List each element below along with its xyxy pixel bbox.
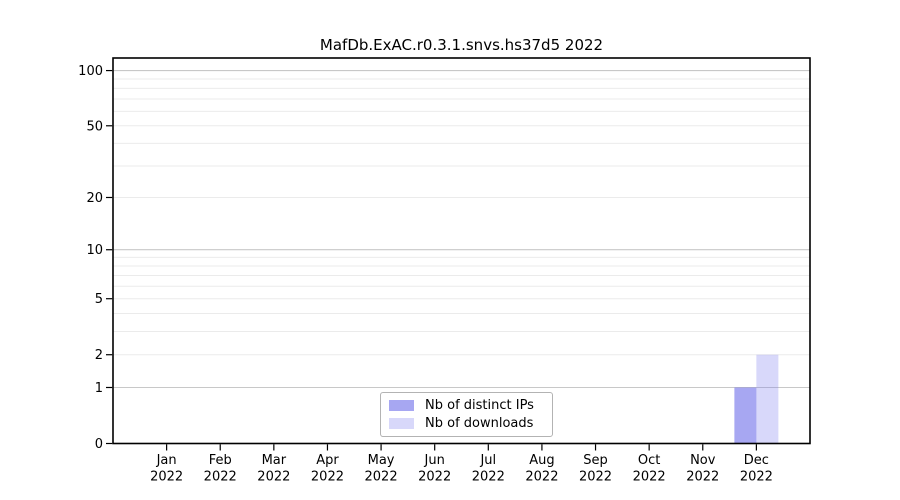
x-tick-label-month: Oct — [638, 453, 660, 468]
x-tick-label-month: Jan — [156, 453, 177, 468]
x-tick-label-year: 2022 — [525, 470, 558, 485]
y-tick-label: 10 — [86, 243, 103, 258]
y-tick-label: 5 — [95, 292, 103, 307]
x-tick-label-year: 2022 — [311, 470, 344, 485]
x-tick-label-month: Mar — [262, 453, 287, 468]
y-tick-label: 2 — [95, 348, 103, 363]
legend-swatch-distinct-ips — [389, 400, 414, 412]
x-tick-label-year: 2022 — [579, 470, 612, 485]
chart-title: MafDb.ExAC.r0.3.1.snvs.hs37d5 2022 — [319, 36, 604, 54]
x-tick-label-month: May — [368, 453, 395, 468]
legend: Nb of distinct IPs Nb of downloads — [380, 392, 553, 437]
y-tick-label: 100 — [78, 64, 103, 79]
y-tick-label: 20 — [86, 191, 103, 206]
y-tick-label: 50 — [86, 119, 103, 134]
x-tick-label-year: 2022 — [686, 470, 719, 485]
y-tick-label: 0 — [95, 437, 103, 452]
legend-swatch-downloads — [389, 417, 414, 429]
bar-dec-series0 — [734, 387, 757, 444]
legend-label-distinct-ips: Nb of distinct IPs — [425, 398, 534, 414]
x-tick-label-month: Nov — [690, 453, 716, 468]
x-tick-label-month: Jul — [479, 453, 496, 468]
legend-label-downloads: Nb of downloads — [425, 415, 534, 431]
x-tick-label-year: 2022 — [150, 470, 183, 485]
x-tick-label-year: 2022 — [472, 470, 505, 485]
x-tick-label-month: Jun — [424, 453, 445, 468]
legend-item-distinct-ips: Nb of distinct IPs — [389, 399, 544, 412]
x-tick-label-month: Apr — [316, 453, 339, 468]
x-tick-label-month: Dec — [744, 453, 769, 468]
plot-border — [112, 57, 811, 445]
legend-item-downloads: Nb of downloads — [389, 417, 544, 430]
x-tick-label-month: Feb — [209, 453, 232, 468]
y-tick-label: 1 — [95, 381, 103, 396]
x-tick-label-year: 2022 — [257, 470, 290, 485]
x-tick-label-year: 2022 — [204, 470, 237, 485]
x-tick-label-month: Sep — [583, 453, 608, 468]
x-tick-label-year: 2022 — [418, 470, 451, 485]
x-tick-label-year: 2022 — [740, 470, 773, 485]
x-tick-label-year: 2022 — [365, 470, 398, 485]
bar-dec-series1 — [756, 354, 779, 444]
x-tick-label-year: 2022 — [633, 470, 666, 485]
x-tick-label-month: Aug — [529, 453, 554, 468]
